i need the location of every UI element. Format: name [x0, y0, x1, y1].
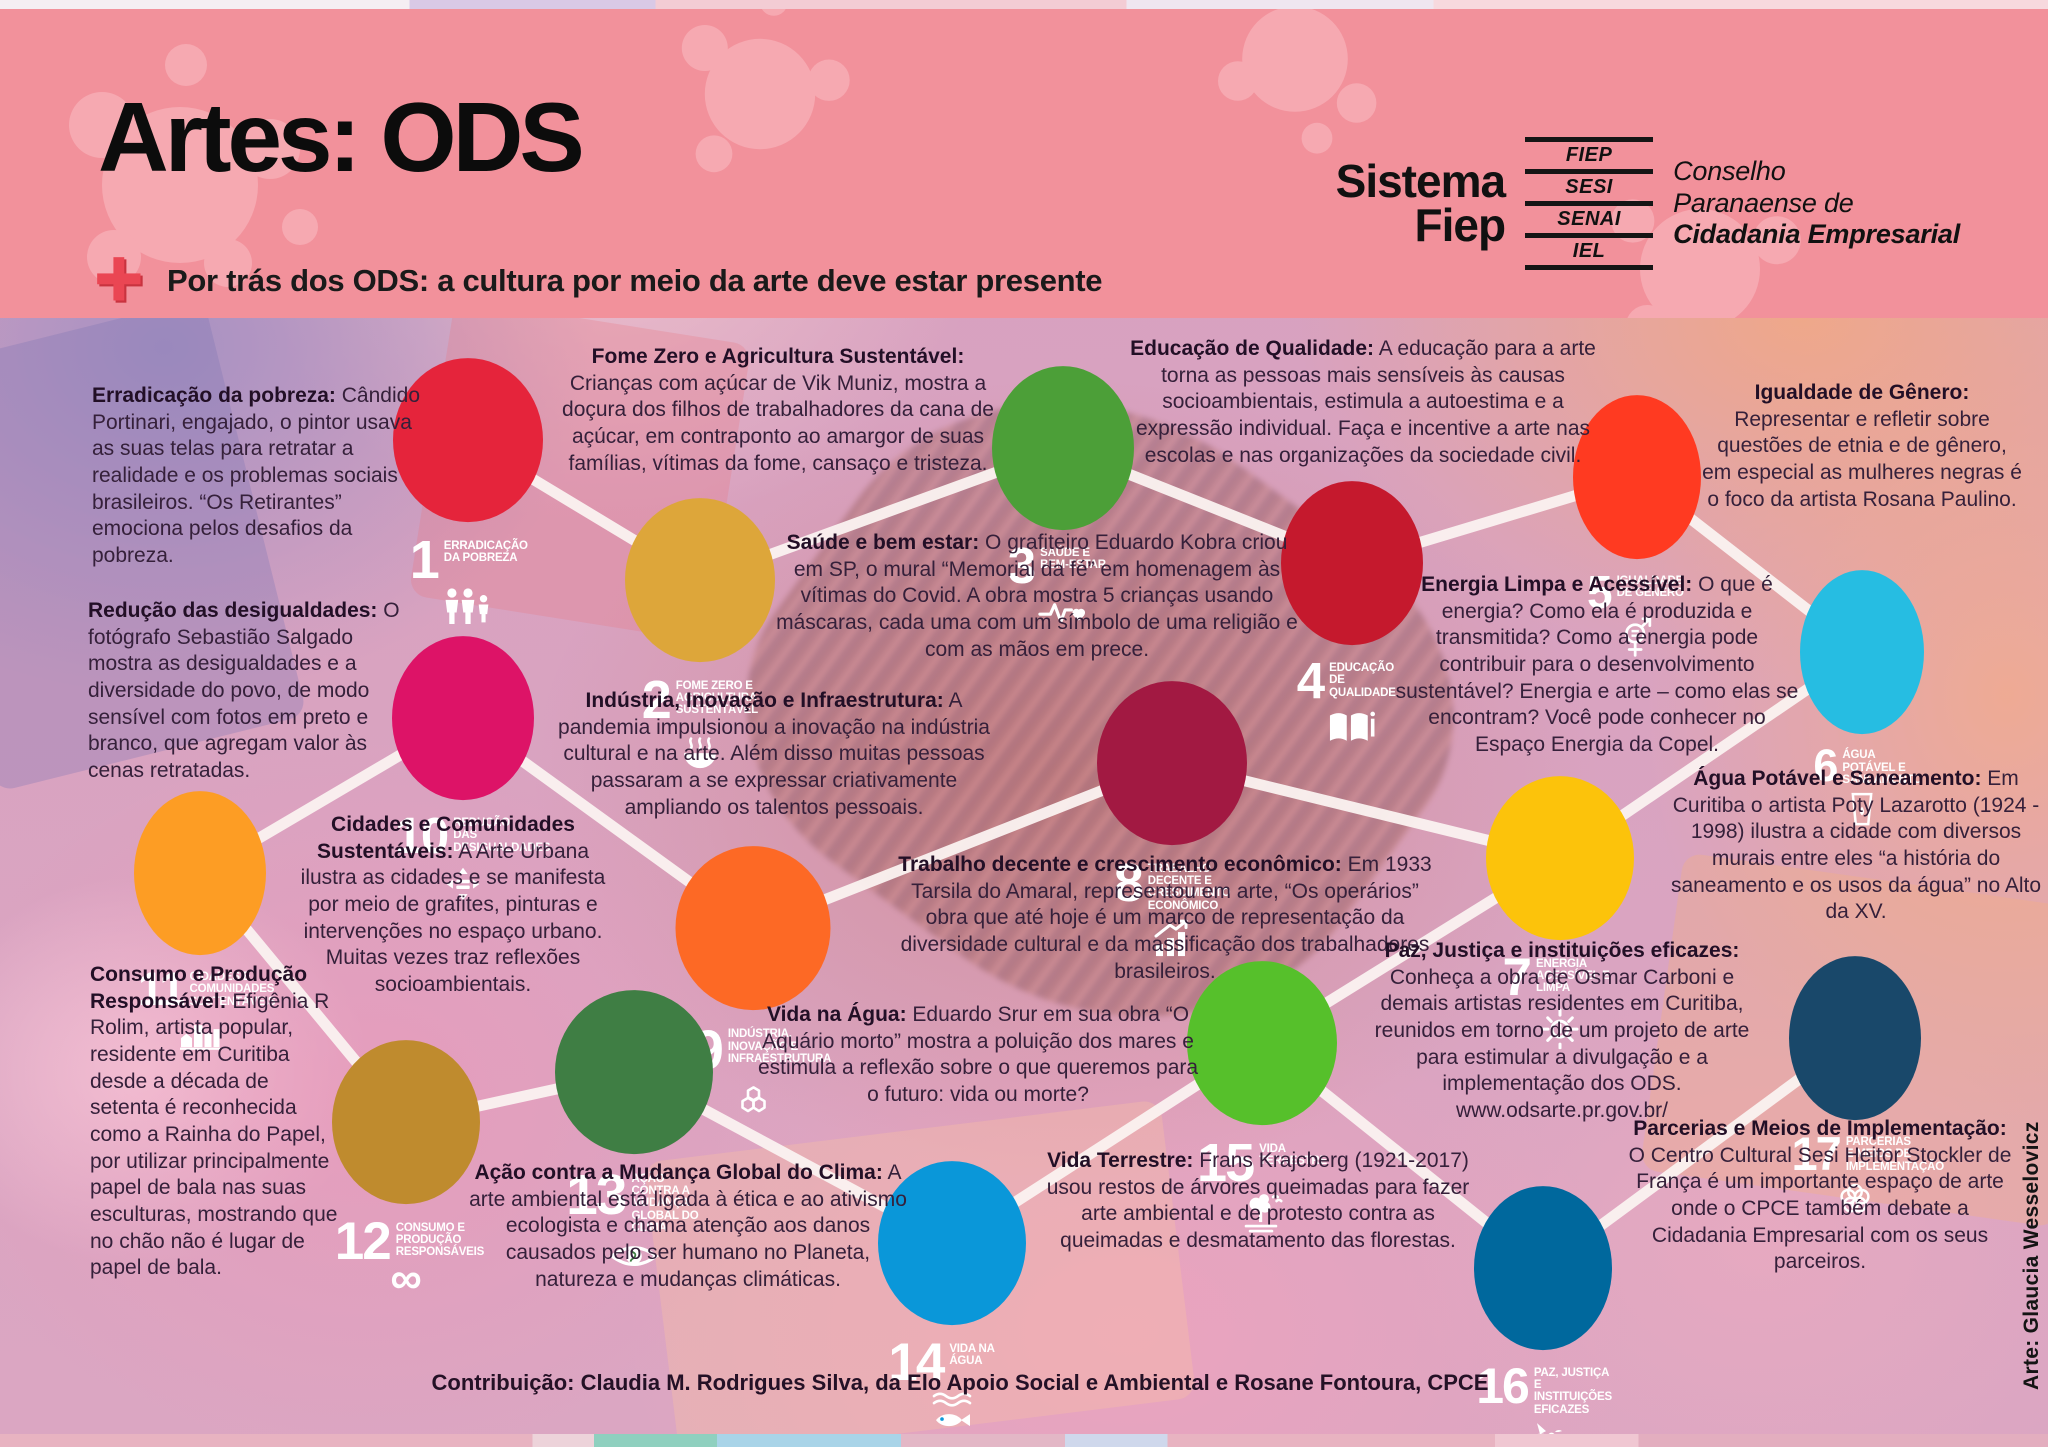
- sun-power-icon: [1535, 1003, 1585, 1050]
- sdg-badge-3: 3 SAÚDE E BEM-ESTAR: [992, 366, 1134, 624]
- tree-birds-icon: [1236, 1189, 1288, 1235]
- equality-arrows-icon: [440, 861, 486, 907]
- water-glass-icon: [1842, 788, 1882, 830]
- text-block-sdg4: Educação de Qualidade: A educação para a…: [1130, 337, 1596, 467]
- city-skyline-icon: [176, 1011, 224, 1051]
- steaming-bowl-icon: [675, 726, 725, 770]
- family-icon: [439, 586, 497, 632]
- sdg-badge-11: 11 CIDADES E COMUNIDADES SUSTENTÁVEIS: [134, 791, 276, 1051]
- sdg-badge-1: 1 ERRADICAÇÃO DA POBREZA: [393, 358, 543, 625]
- entity-fiep: FIEP: [1565, 144, 1613, 166]
- eye-globe-icon: [606, 1236, 662, 1276]
- art-credit: Arte: Glaucia Wesselovicz: [2020, 1121, 2043, 1390]
- entity-sesi: SESI: [1565, 176, 1613, 198]
- contribution-credit: Contribuição: Claudia M. Rodrigues Silva…: [431, 1370, 1489, 1395]
- text-block-sdg13: Ação contra a Mudança Global do Clima: A…: [469, 1161, 907, 1291]
- page-title: Artes: ODS: [98, 82, 585, 192]
- sdg-badge-10: 10 REDUÇÃO DAS DESIGUALDADES: [392, 636, 551, 901]
- cubes-icon: [727, 1077, 779, 1121]
- text-block-sdg16: Paz, Justiça e instituições eficazes: Co…: [1374, 939, 1750, 1122]
- sdg-badge-2: 2 FOME ZERO E AGRICULTURA SUSTENTÁVEL: [625, 498, 775, 769]
- text-block-sdg14: Vida na Água: Eduardo Srur em sua obra “…: [757, 1003, 1199, 1106]
- text-block-sdg10: Redução das desigualdades: O fotógrafo S…: [88, 599, 400, 782]
- text-block-sdg5: Igualdade de Gênero: Representar e refle…: [1702, 381, 2022, 511]
- sdg-badge-4: 4 EDUCAÇÃO DE QUALIDADE: [1281, 481, 1423, 741]
- sdg-badge-8: 8 TRABALHO DECENTE E CRESCIMENTO ECONÔMIC…: [1097, 681, 1247, 957]
- text-block-sdg9: Indústria, Inovação e Infraestrutura: A …: [558, 689, 990, 819]
- fiep-entities-list: FIEP SESI SENAI IEL: [1525, 137, 1654, 270]
- paint-splat-icon: [681, 9, 850, 173]
- open-book-icon: [1326, 706, 1378, 748]
- text-block-sdg8: Trabalho decente e crescimento econômico…: [898, 853, 1432, 983]
- page-subtitle: Por trás dos ODS: a cultura por meio da …: [167, 263, 1103, 298]
- entity-iel: IEL: [1572, 240, 1606, 262]
- sdg-badge-17: 17 PARCERIAS E MEIOS DE IMPLEMENTAÇÃO: [1789, 956, 1944, 1213]
- plus-icon: [97, 257, 143, 303]
- header-band: Artes: ODS Por trás dos ODS: a cultura p…: [0, 9, 2048, 318]
- sdg-badge-14: 14 VIDA NA ÁGUA: [878, 1161, 1026, 1427]
- text-block-sdg11: Cidades e Comunidades Sustentáveis: A Ar…: [300, 813, 606, 996]
- text-block-sdg2: Fome Zero e Agricultura Sustentável: Cri…: [562, 345, 994, 475]
- text-block-sdg12: Consumo e Produção Responsável: Efigênia…: [90, 963, 338, 1280]
- text-block-sdg17: Parcerias e Meios de Implementação: O Ce…: [1628, 1117, 2012, 1274]
- paint-splat-icon: [1218, 9, 1377, 154]
- collage-edge-top: [0, 0, 2048, 9]
- infinity-icon: ∞: [390, 1254, 422, 1304]
- growth-chart-icon: [1147, 914, 1197, 958]
- sdg-badge-9: 9INDÚSTRIA, INOVAÇÃO E INFRAESTRUTURA: [675, 846, 831, 1112]
- sistema-fiep-wordmark: Sistema Fiep: [1335, 154, 1506, 251]
- sdg-badge-13: 13 AÇÃO CONTRA A MUDANÇA GLOBAL DO CLIMA: [555, 990, 713, 1267]
- gender-equality-icon: [1615, 614, 1659, 660]
- council-name: Conselho Paranaense de Cidadania Empresa…: [1673, 155, 1960, 250]
- sdg-badge-5: 5 IGUALDADE DE GÊNERO: [1573, 395, 1701, 657]
- entity-senai: SENAI: [1557, 208, 1621, 230]
- sdg-badge-7: 7 ENERGIA ACESSÍVEL E LIMPA: [1486, 776, 1634, 1050]
- sistema-fiep-logo: Sistema Fiep FIEP SESI SENAI IEL Conselh…: [1336, 137, 1960, 270]
- sdg-badge-6: 6 ÁGUA POTÁVEL E SANEAMENTO: [1800, 570, 1924, 826]
- sdg-badge-12: 12 CONSUMO E PRODUÇÃO RESPONSÁVEIS ∞: [332, 1040, 484, 1301]
- text-block-sdg1: Erradicação da pobreza: Cândido Portinar…: [92, 384, 420, 567]
- paint-splat-icon: [1611, 199, 1801, 318]
- text-block-sdg6: Água Potável e Saneamento: Em Curitiba o…: [1670, 767, 2042, 924]
- collage-edge-bottom: [0, 1434, 2048, 1447]
- text-block-sdg15: Vida Terrestre: Frans Krajcberg (1921-20…: [1046, 1149, 1470, 1252]
- fish-waves-icon: [926, 1388, 978, 1434]
- paint-splat-icon: [69, 44, 318, 287]
- circle-flower-icon: [1832, 1176, 1878, 1220]
- text-block-sdg7: Energia Limpa e Acessível: O que é energ…: [1395, 573, 1799, 756]
- sdg-badge-15: 15 VIDA TERRESTRE: [1187, 961, 1337, 1233]
- text-block-sdg3: Saúde e bem estar: O grafiteiro Eduardo …: [776, 531, 1298, 661]
- heartbeat-icon: [1035, 591, 1091, 633]
- sdg-badge-16: 16 PAZ, JUSTIÇA E INSTITUIÇÕES EFICAZES: [1474, 1186, 1612, 1447]
